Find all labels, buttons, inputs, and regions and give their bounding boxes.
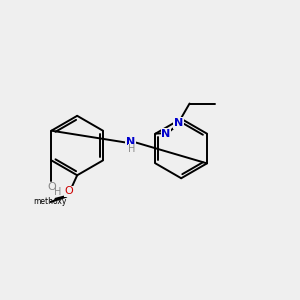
Text: N: N — [174, 118, 183, 128]
Text: O: O — [64, 186, 73, 196]
Text: H: H — [54, 187, 62, 196]
Text: N: N — [126, 137, 135, 147]
Text: H: H — [128, 144, 135, 154]
Text: O: O — [48, 182, 56, 192]
Text: N: N — [161, 129, 170, 139]
Text: methoxy: methoxy — [33, 197, 66, 206]
